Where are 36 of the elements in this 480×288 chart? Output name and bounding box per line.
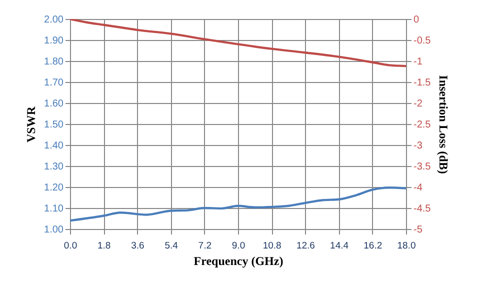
x-tick-label: 7.2 [198, 240, 212, 252]
y2-tick-label: -4.5 [414, 204, 432, 214]
y-tick-label: 1.00 [44, 224, 64, 236]
y-tick-label: 1.60 [44, 98, 64, 110]
y-tick-label: 2.00 [44, 14, 64, 26]
y-tick-label: 1.20 [44, 182, 64, 194]
y2-tick-label: -5 [414, 224, 423, 236]
y2-tick-label: -3.5 [414, 162, 432, 172]
y-tick-label: 1.30 [44, 162, 64, 172]
y2-tick-label: -1 [414, 56, 423, 68]
y-tick-label: 1.50 [44, 120, 64, 130]
x-tick-label: 10.8 [262, 240, 282, 252]
y2-axis-title: Insertion Loss (dB) [436, 75, 451, 174]
y2-tick-label: -2.5 [414, 120, 432, 130]
y2-tick-label: -3 [414, 140, 423, 152]
y-tick-label: 1.10 [44, 204, 64, 214]
x-tick-label: 3.6 [131, 240, 144, 252]
x-tick-label: 9.0 [232, 240, 246, 252]
x-axis-title: Frequency (GHz) [194, 254, 284, 268]
x-tick-label: 18.0 [397, 240, 416, 252]
x-tick-label: 16.2 [364, 240, 382, 252]
x-tick-label: 5.4 [164, 240, 178, 252]
y-axis-title: VSWR [24, 106, 38, 143]
x-tick-label: 12.6 [296, 240, 315, 252]
x-tick-label: 14.4 [330, 240, 349, 252]
y2-tick-label: -1.5 [414, 78, 432, 88]
y-tick-label: 1.40 [44, 140, 64, 152]
y-tick-label: 1.90 [44, 36, 64, 46]
y2-tick-label: -4 [414, 182, 423, 194]
y2-tick-label: 0 [414, 14, 420, 26]
y-tick-label: 1.70 [44, 78, 64, 88]
y2-tick-label: -0.5 [414, 36, 432, 46]
x-tick-label: 1.8 [97, 240, 111, 252]
x-tick-label: 0.0 [64, 240, 78, 252]
y-tick-label: 1.80 [44, 56, 64, 68]
y2-tick-label: -2 [414, 98, 423, 110]
